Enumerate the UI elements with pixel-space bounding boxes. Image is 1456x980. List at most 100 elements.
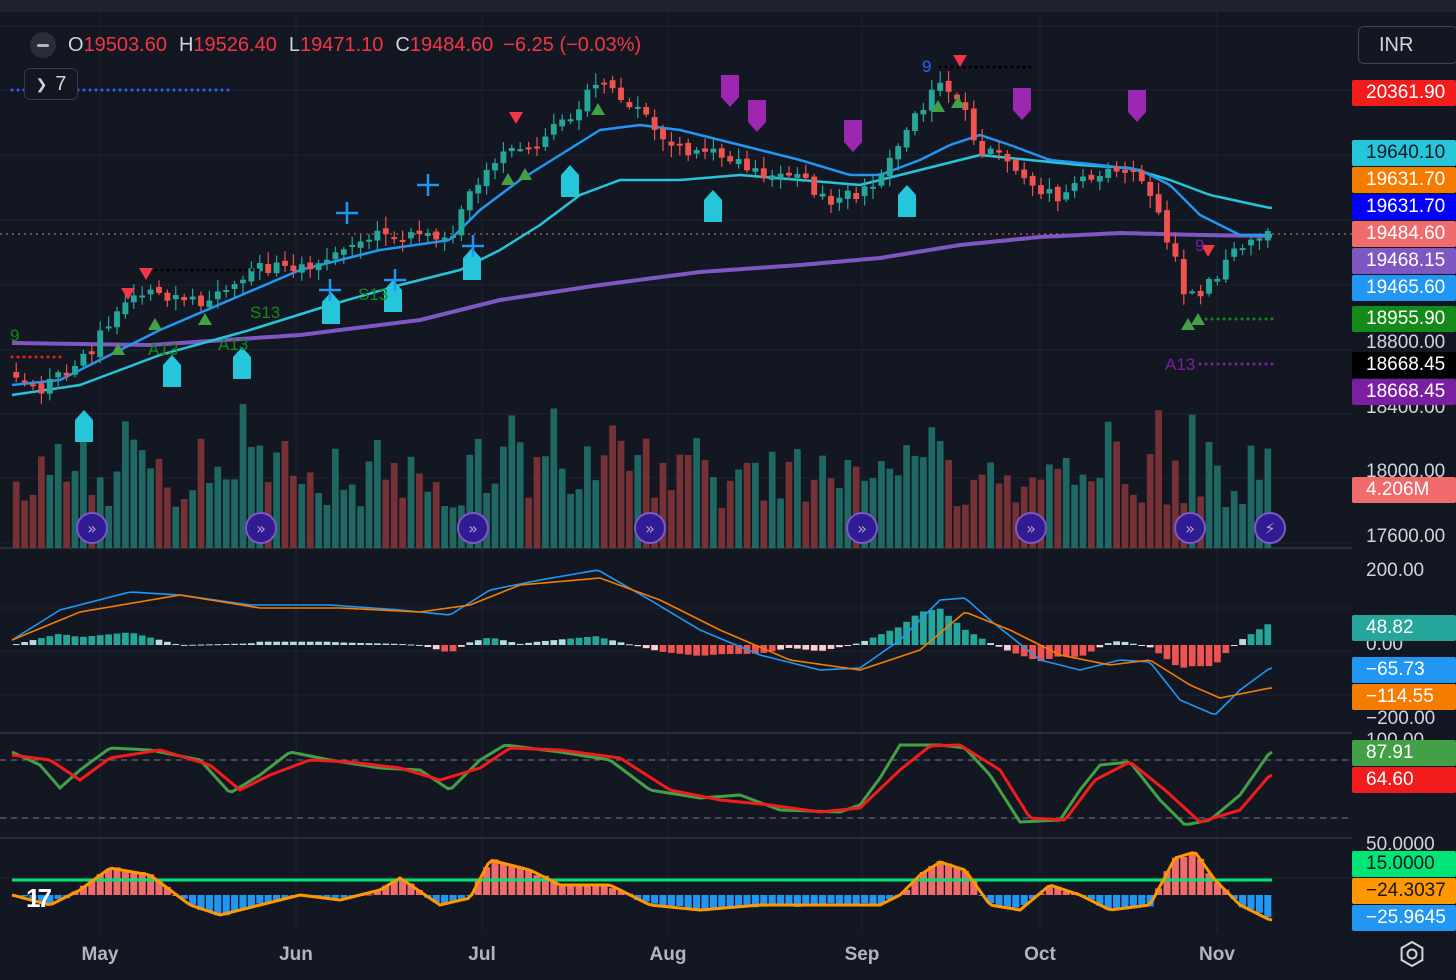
level-dots	[196, 88, 200, 92]
macd-histogram-bar	[424, 645, 432, 648]
candle	[903, 130, 910, 148]
macd-histogram-bar	[491, 638, 499, 645]
purple-flag-marker	[844, 120, 862, 152]
volume-bar	[516, 442, 524, 548]
level-dots	[1258, 362, 1262, 366]
price-badge: 18668.45	[1352, 379, 1456, 405]
macd-signal-line	[11, 577, 1273, 699]
candle	[912, 113, 918, 132]
candle	[517, 149, 524, 152]
currency-selector[interactable]: INR	[1358, 26, 1456, 64]
candle	[525, 147, 532, 150]
candle	[542, 136, 549, 147]
level-dots	[190, 88, 194, 92]
volume-bar	[1188, 414, 1196, 548]
candle	[475, 184, 482, 194]
macd-histogram-bar	[1146, 645, 1154, 648]
macd-histogram-bar	[290, 641, 297, 645]
level-dots	[34, 355, 38, 359]
level-dots	[1240, 317, 1244, 321]
macd-histogram-bar	[533, 641, 541, 645]
price-badge: 19631.70	[1352, 167, 1456, 193]
macd-histogram-bar	[584, 636, 591, 645]
top-toolbar-strip	[0, 0, 1456, 12]
volume-bar	[306, 472, 314, 548]
osc-histogram-bar	[877, 895, 885, 904]
macd-histogram-bar	[189, 644, 196, 646]
candle	[1096, 176, 1103, 182]
buy-triangle-marker	[951, 96, 965, 108]
collapse-legend-button[interactable]	[30, 32, 56, 58]
macd-line	[11, 569, 1273, 715]
level-dots	[100, 88, 104, 92]
osc-histogram-bar	[844, 895, 852, 904]
indicators-toggle-button[interactable]: ❯ 7	[24, 68, 78, 100]
candle	[30, 384, 36, 387]
svg-text:»: »	[87, 519, 97, 538]
macd-histogram-bar	[273, 641, 280, 645]
level-dots	[184, 268, 188, 272]
candle	[685, 142, 692, 156]
volume-bar	[693, 438, 700, 548]
osc-histogram-bar	[37, 895, 45, 902]
macd-histogram-bar	[1264, 624, 1272, 645]
volume-bar	[1130, 494, 1137, 548]
level-dots	[1246, 317, 1250, 321]
candle	[1063, 192, 1070, 200]
candle	[962, 102, 969, 110]
macd-histogram-bar	[222, 644, 230, 646]
volume-bar	[836, 488, 843, 548]
osc-histogram-bar	[592, 883, 600, 895]
settings-gear-icon[interactable]	[1398, 940, 1426, 968]
candle	[382, 228, 389, 235]
volume-bar	[668, 490, 675, 548]
candle	[214, 291, 221, 300]
macd-histogram-bar	[1188, 645, 1196, 667]
osc-histogram-bar	[1247, 895, 1255, 910]
tradingview-logo[interactable]: 17	[26, 883, 52, 913]
macd-histogram-bar	[642, 645, 650, 649]
volume-bar	[147, 468, 154, 548]
ma-fast-line	[11, 123, 1272, 387]
candle	[181, 296, 188, 301]
level-dots	[52, 355, 56, 359]
macd-histogram-bar	[869, 637, 877, 645]
purple-flag-marker	[1128, 90, 1146, 122]
macd-histogram-bar	[1062, 645, 1070, 657]
candle	[937, 82, 944, 91]
macd-pane	[11, 569, 1273, 715]
event-icon: ⚡	[1254, 512, 1286, 544]
cross-marker	[336, 202, 358, 224]
candle	[979, 140, 986, 156]
level-dots	[956, 65, 960, 69]
osc-histogram-bar	[785, 895, 793, 905]
month-label: Jul	[468, 944, 496, 965]
volume-bar	[617, 440, 625, 548]
candle	[1088, 174, 1095, 180]
candle	[13, 372, 20, 378]
macd-histogram-bar	[676, 645, 684, 654]
osc-histogram-bar	[676, 895, 684, 907]
volume-bar	[726, 480, 734, 548]
macd-histogram-bar	[1004, 645, 1011, 651]
close-label: C	[395, 33, 410, 56]
candle	[828, 195, 834, 205]
macd-histogram-bar	[1054, 645, 1062, 657]
volume-bar	[365, 461, 373, 548]
macd-histogram-bar	[768, 645, 776, 652]
level-dots	[1240, 362, 1244, 366]
osc-histogram-bar	[1163, 871, 1171, 895]
macd-histogram-bar	[802, 645, 810, 650]
candle	[1264, 231, 1271, 241]
level-dots	[172, 88, 176, 92]
volume-bar	[1079, 474, 1087, 548]
osc-histogram-bar	[743, 895, 751, 907]
macd-histogram-bar	[113, 633, 121, 645]
volume-bar	[878, 461, 885, 548]
macd-histogram-bar	[63, 634, 70, 645]
volume-bar	[718, 507, 726, 548]
macd-histogram-bar	[340, 642, 348, 645]
volume-bar	[592, 480, 600, 548]
volume-bar	[894, 475, 902, 548]
